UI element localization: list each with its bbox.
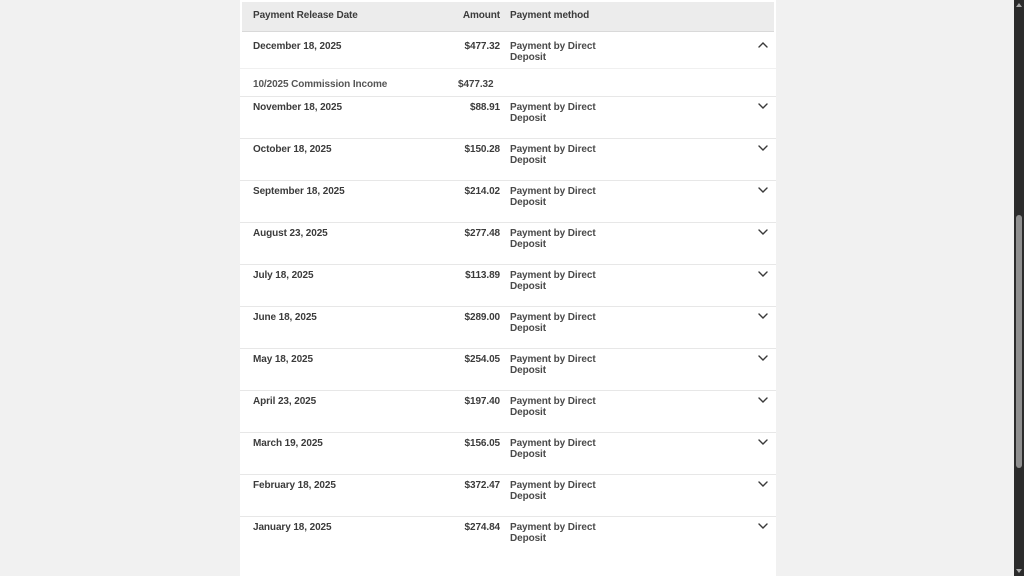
payment-amount: $113.89 (465, 270, 500, 281)
payment-row[interactable]: June 18, 2025 $289.00 Payment by Direct De… (240, 306, 776, 348)
payment-rows-list: December 18, 2025 $477.32 Payment by Direc… (240, 32, 776, 558)
payment-history-panel: Payment Release Date Amount Payment meth… (240, 0, 776, 576)
column-header-amount: Amount (462, 10, 500, 21)
payment-row[interactable]: April 23, 2025 $197.40 Payment by Direct D… (240, 390, 776, 432)
payment-release-date: October 18, 2025 (253, 144, 332, 155)
payment-amount: $88.91 (470, 102, 500, 113)
payment-release-date: September 18, 2025 (253, 186, 345, 197)
scroll-up-arrow-icon[interactable] (1014, 0, 1024, 10)
payment-release-date: May 18, 2025 (253, 354, 313, 365)
chevron-down-icon[interactable] (748, 312, 768, 348)
chevron-down-icon[interactable] (748, 102, 768, 138)
payment-method: Payment by Direct Deposit (510, 144, 596, 166)
payment-amount: $214.02 (464, 186, 501, 197)
payment-release-date: November 18, 2025 (253, 102, 342, 113)
chevron-down-icon[interactable] (748, 396, 768, 432)
payment-release-date: July 18, 2025 (253, 270, 314, 281)
payment-amount: $197.40 (464, 396, 501, 407)
payment-row[interactable]: February 18, 2025 $372.47 Payment by Direc… (240, 474, 776, 516)
payment-detail-row: 10/2025 Commission Income $477.32 (240, 68, 776, 96)
table-header-row: Payment Release Date Amount Payment meth… (242, 2, 774, 32)
payment-release-date: January 18, 2025 (253, 522, 332, 533)
payment-row[interactable]: May 18, 2025 $254.05 Payment by Direct Dep… (240, 348, 776, 390)
payment-row[interactable]: July 18, 2025 $113.89 Payment by Direct De… (240, 264, 776, 306)
column-header-payment-method: Payment method (510, 10, 590, 21)
payment-method: Payment by Direct Deposit (510, 522, 596, 544)
chevron-down-icon[interactable] (748, 144, 768, 180)
payment-method: Payment by Direct Deposit (510, 354, 596, 376)
payment-amount: $254.05 (464, 354, 501, 365)
column-header-payment-release-date: Payment Release Date (253, 10, 358, 21)
payment-method: Payment by Direct Deposit (510, 228, 596, 250)
payment-amount: $156.05 (464, 438, 501, 449)
detail-amount: $477.32 (458, 79, 494, 90)
payment-amount: $477.32 (464, 41, 501, 52)
chevron-down-icon[interactable] (748, 228, 768, 264)
scroll-down-arrow-icon[interactable] (1014, 566, 1024, 576)
payment-row[interactable]: March 19, 2025 $156.05 Payment by Direct D… (240, 432, 776, 474)
chevron-down-icon[interactable] (748, 438, 768, 474)
payment-amount: $289.00 (464, 312, 501, 323)
payment-method: Payment by Direct Deposit (510, 438, 596, 460)
payment-release-date: February 18, 2025 (253, 480, 336, 491)
payment-amount: $150.28 (464, 144, 501, 155)
payment-method: Payment by Direct Deposit (510, 41, 596, 63)
chevron-down-icon[interactable] (748, 354, 768, 390)
payment-amount: $277.48 (464, 228, 501, 239)
payment-row[interactable]: November 18, 2025 $88.91 Payment by Direct… (240, 96, 776, 138)
chevron-down-icon[interactable] (748, 270, 768, 306)
payment-row[interactable]: January 18, 2025 $274.84 Payment by Direct… (240, 516, 776, 558)
payment-row[interactable]: December 18, 2025 $477.32 Payment by Direc… (240, 32, 776, 68)
payment-method: Payment by Direct Deposit (510, 102, 596, 124)
chevron-down-icon[interactable] (748, 522, 768, 558)
payment-release-date: March 19, 2025 (253, 438, 323, 449)
payment-release-date: June 18, 2025 (253, 312, 317, 323)
payment-method: Payment by Direct Deposit (510, 396, 596, 418)
payment-release-date: April 23, 2025 (253, 396, 317, 407)
detail-description: 10/2025 Commission Income (253, 79, 388, 90)
payment-method: Payment by Direct Deposit (510, 270, 596, 292)
scrollbar-thumb[interactable] (1016, 215, 1022, 468)
chevron-down-icon[interactable] (748, 480, 768, 516)
payment-row[interactable]: October 18, 2025 $150.28 Payment by Direct… (240, 138, 776, 180)
payment-row[interactable]: August 23, 2025 $277.48 Payment by Direct … (240, 222, 776, 264)
payment-release-date: August 23, 2025 (253, 228, 328, 239)
chevron-up-icon[interactable] (748, 41, 768, 68)
scrollbar[interactable] (1014, 0, 1024, 576)
payment-method: Payment by Direct Deposit (510, 186, 596, 208)
payment-amount: $274.84 (464, 522, 501, 533)
payment-release-date: December 18, 2025 (253, 41, 342, 52)
payment-row[interactable]: September 18, 2025 $214.02 Payment by Dire… (240, 180, 776, 222)
payment-amount: $372.47 (464, 480, 501, 491)
chevron-down-icon[interactable] (748, 186, 768, 222)
payment-method: Payment by Direct Deposit (510, 312, 596, 334)
payment-method: Payment by Direct Deposit (510, 480, 596, 502)
